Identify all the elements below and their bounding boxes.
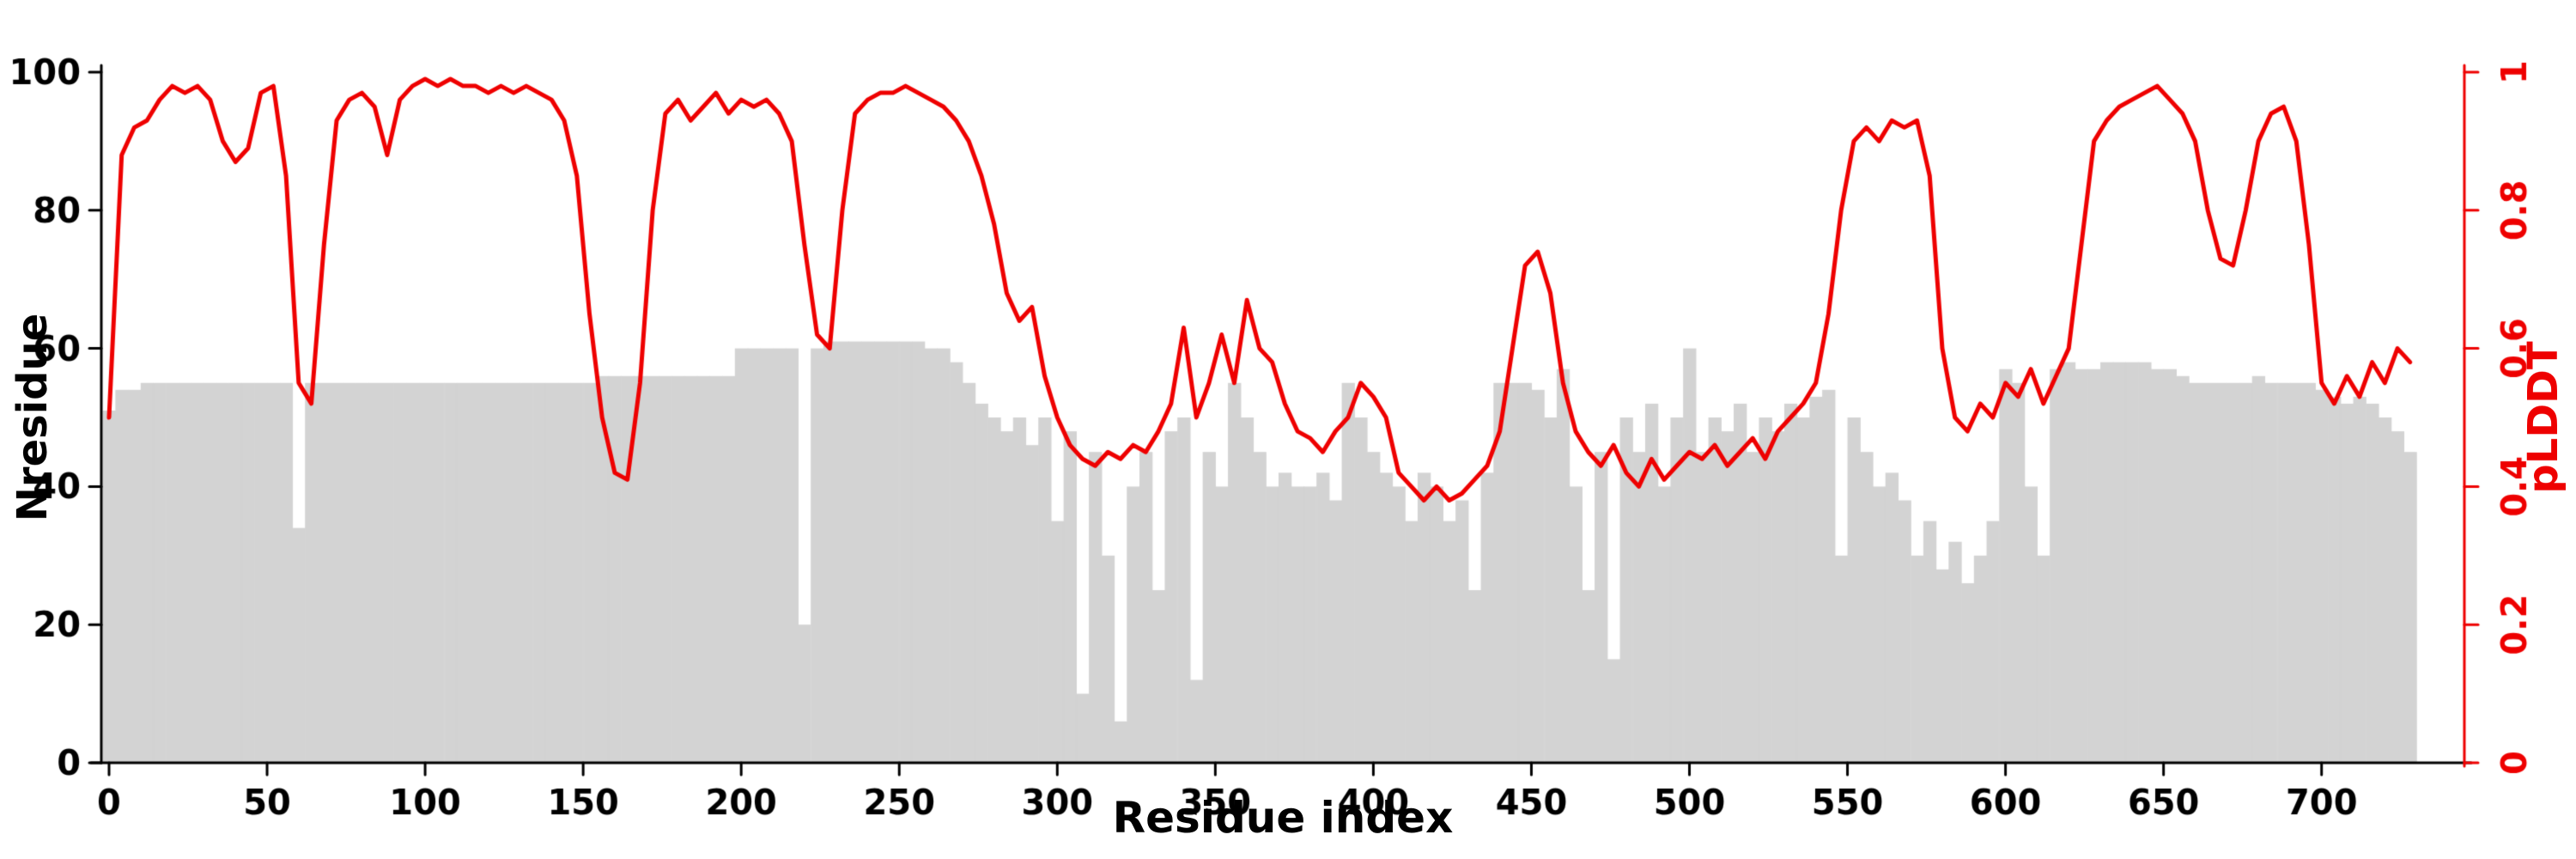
x-axis-label: Residue index bbox=[1112, 793, 1454, 843]
y-axis-label-right: pLDDT bbox=[2519, 341, 2567, 494]
y-axis-label-left: Nresidue bbox=[9, 313, 57, 522]
